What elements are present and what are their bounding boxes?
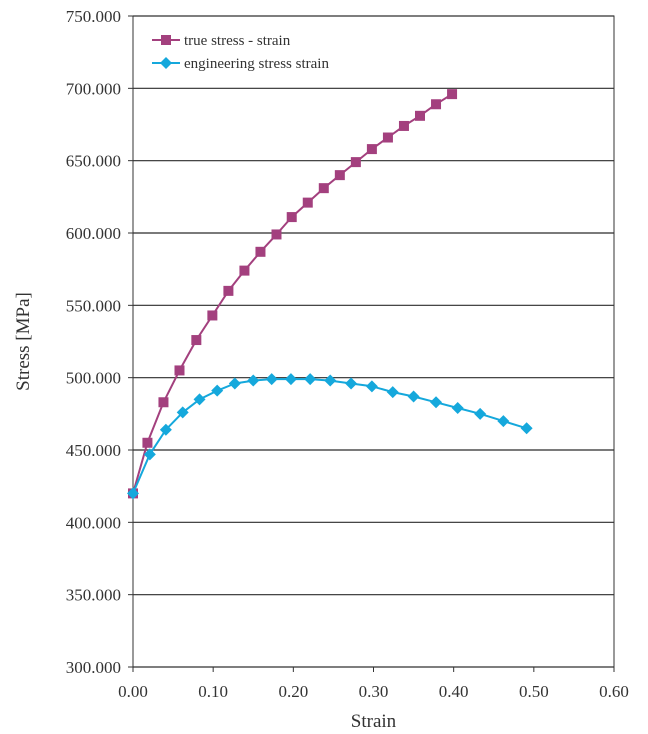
- x-axis-ticks: 0.00 0.10 0.20 0.30 0.40 0.50 0.60: [118, 667, 629, 701]
- data-point: [286, 212, 297, 223]
- y-tick-label: 350.000: [66, 586, 121, 605]
- data-point: [447, 89, 458, 100]
- data-point: [386, 386, 399, 399]
- data-point: [431, 99, 442, 110]
- legend-item: true stress - strain: [152, 33, 291, 49]
- data-point: [318, 183, 329, 194]
- data-point: [158, 397, 169, 408]
- data-point: [350, 157, 361, 168]
- x-tick-label: 0.10: [198, 682, 228, 701]
- plot-area-frame: [132, 15, 615, 668]
- data-point: [302, 197, 313, 208]
- series-2: [127, 373, 533, 500]
- data-point: [451, 402, 464, 415]
- data-point: [127, 487, 139, 500]
- data-point: [247, 374, 260, 387]
- legend-item: engineering stress strain: [152, 56, 329, 72]
- y-axis-title: Stress [MPa]: [13, 292, 34, 391]
- data-point: [497, 415, 510, 428]
- data-point: [191, 335, 202, 346]
- series-line: [132, 378, 527, 494]
- y-tick-label: 400.000: [66, 513, 121, 532]
- data-point: [284, 373, 297, 386]
- y-axis-ticks: 300.000 350.000 400.000 450.000 500.000 550.0…: [66, 7, 133, 677]
- data-point: [520, 422, 533, 435]
- x-axis-title: Strain: [351, 711, 397, 732]
- data-point: [211, 384, 224, 397]
- data-point: [271, 229, 282, 240]
- data-point: [366, 144, 377, 155]
- data-point: [223, 285, 234, 296]
- series-line: [132, 93, 453, 494]
- x-tick-label: 0.60: [599, 682, 629, 701]
- data-point: [324, 374, 337, 387]
- legend-marker: [160, 57, 172, 69]
- x-tick-label: 0.40: [439, 682, 469, 701]
- data-point: [334, 170, 345, 181]
- data-point: [207, 310, 218, 321]
- y-tick-label: 300.000: [66, 658, 121, 677]
- data-point: [265, 373, 278, 386]
- gridlines: [133, 15, 614, 668]
- data-point: [174, 365, 185, 376]
- data-point: [193, 393, 206, 406]
- x-tick-label: 0.00: [118, 682, 148, 701]
- y-tick-label: 450.000: [66, 441, 121, 460]
- data-point: [255, 246, 266, 257]
- data-point: [304, 373, 317, 386]
- data-point: [407, 390, 420, 403]
- y-tick-label: 650.000: [66, 152, 121, 171]
- data-point: [474, 407, 487, 420]
- y-tick-label: 750.000: [66, 7, 121, 26]
- data-point: [228, 377, 241, 390]
- data-point: [430, 396, 443, 409]
- data-point: [239, 265, 250, 276]
- x-tick-label: 0.20: [278, 682, 308, 701]
- x-tick-label: 0.30: [359, 682, 389, 701]
- legend-label: true stress - strain: [184, 33, 291, 49]
- series-1: [128, 89, 458, 499]
- data-point: [159, 423, 172, 436]
- series-group: [127, 89, 533, 500]
- legend-label: engineering stress strain: [184, 56, 329, 72]
- legend: true stress - strain engineering stress s…: [152, 33, 329, 72]
- x-tick-label: 0.50: [519, 682, 549, 701]
- data-point: [414, 110, 425, 121]
- y-tick-label: 550.000: [66, 296, 121, 315]
- data-point: [382, 132, 393, 143]
- data-point: [345, 377, 358, 390]
- data-point: [398, 120, 409, 131]
- data-point: [176, 406, 189, 419]
- legend-marker: [161, 35, 171, 45]
- y-tick-label: 600.000: [66, 224, 121, 243]
- data-point: [365, 380, 378, 393]
- data-point: [142, 437, 153, 448]
- data-point: [143, 448, 156, 461]
- y-tick-label: 500.000: [66, 369, 121, 388]
- y-tick-label: 700.000: [66, 79, 121, 98]
